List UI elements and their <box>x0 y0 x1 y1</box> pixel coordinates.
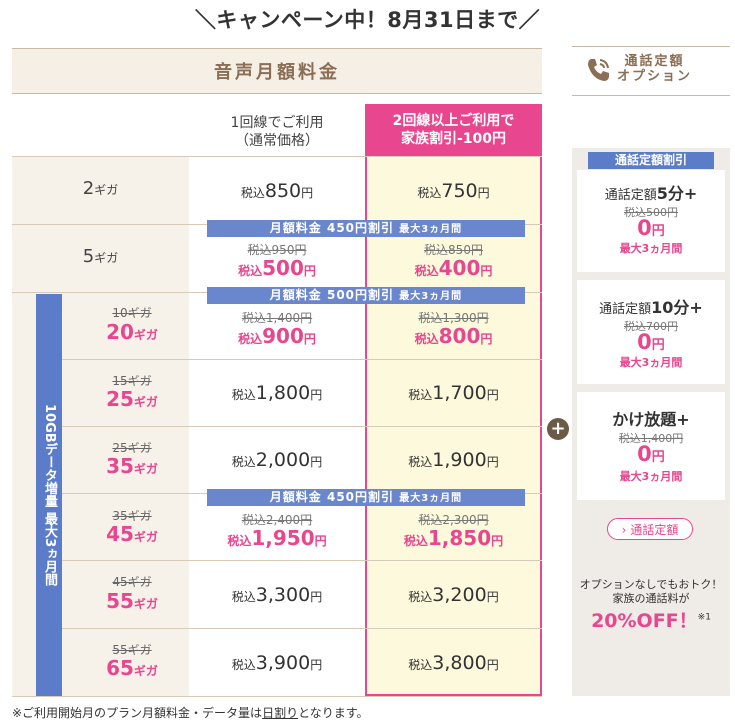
phone-icon <box>588 59 609 81</box>
single-price-65gb: 税込3,900円 <box>231 652 323 674</box>
plan-20gb-label: 20ギガ <box>106 320 158 344</box>
option-header <box>572 46 730 96</box>
card-old-price: 税込700円 <box>624 320 678 333</box>
family-old-price-5gb: 税込850円 <box>424 243 483 257</box>
plan-45gb-label: 45ギガ <box>106 522 158 546</box>
normal-price-label: （通常価格） <box>235 133 319 149</box>
family-old-price-45gb: 税込2,300円 <box>418 513 489 527</box>
option-title: 通話定額 オプション <box>617 54 692 84</box>
chevron-right-icon: › <box>621 523 627 537</box>
card-note: 最大3ヵ月間 <box>619 356 683 369</box>
row-divider <box>62 359 542 360</box>
option-note-line1: オプションなしでもおトク！ <box>579 578 723 591</box>
family-discount-label: 家族割引-100円 <box>400 131 507 147</box>
option-card-unlimited: かけ放題+ 税込1,400円 0円 最大3ヵ月間 <box>577 392 725 500</box>
option-card-10min: 通話定額10分+ 税込700円 0円 最大3ヵ月間 <box>577 280 725 384</box>
single-old-price-5gb: 税込950円 <box>247 243 307 257</box>
footnote-text-end: となります。 <box>298 706 369 720</box>
old-gb-35: 25ギガ <box>112 441 152 455</box>
discount-banner-45gb: 月額料金 450円割引 最大3ヵ月間 <box>207 489 525 506</box>
family-price-65gb: 税込3,800円 <box>408 652 499 674</box>
single-price-55gb: 税込3,300円 <box>231 584 323 606</box>
old-gb-20: 10ギガ <box>112 306 152 320</box>
card-title: 通話定額5分+ <box>604 184 698 203</box>
call-option-button[interactable]: › 通話定額 <box>607 518 693 540</box>
old-gb-55: 45ギガ <box>112 575 152 589</box>
card-title: かけ放題+ <box>612 410 690 429</box>
single-price-2gb: 税込850円 <box>240 180 314 202</box>
single-old-price-45gb: 税込2,400円 <box>241 513 313 527</box>
family-line-label: 2回線以上ご利用で <box>392 113 515 129</box>
old-gb-45: 35ギガ <box>112 509 152 523</box>
family-old-price-20gb: 税込1,300円 <box>418 311 489 325</box>
single-price-5gb: 税込500円 <box>238 256 316 280</box>
row-divider <box>12 156 542 157</box>
footnote-text: ※ご利用開始月のプラン月額料金・データ量は <box>12 706 263 720</box>
single-old-price-20gb: 税込1,400円 <box>241 311 313 325</box>
data-boost-vertical-label: 10GBデータ増量 最大3ヵ月間 <box>36 294 62 696</box>
discount-banner-20gb: 月額料金 500円割引 最大3ヵ月間 <box>207 287 525 304</box>
family-price-5gb: 税込400円 <box>414 256 493 280</box>
single-price-45gb: 税込1,950円 <box>227 526 327 550</box>
plus-icon: + <box>547 418 569 440</box>
plan-5gb-label: 5ギガ <box>82 246 119 267</box>
old-gb-25: 15ギガ <box>112 374 152 388</box>
family-price-55gb: 税込3,200円 <box>408 584 499 606</box>
price-header-band <box>12 48 542 94</box>
option-note: オプションなしでもおトク！ 家族の通話料が <box>572 578 730 606</box>
option-note-line2: 家族の通話料が <box>612 592 690 605</box>
card-note: 最大3ヵ月間 <box>619 242 683 255</box>
family-discount-column-header: 2回線以上ご利用で 家族割引-100円 <box>365 104 542 156</box>
prorate-link[interactable]: 日割り <box>262 706 299 720</box>
single-price-20gb: 税込900円 <box>238 324 316 348</box>
old-gb-65: 55ギガ <box>112 643 152 657</box>
option-title-line1: 通話定額 <box>624 54 685 69</box>
footnote: ※ご利用開始月のプラン月額料金・データ量は日割りとなります。 <box>12 704 369 721</box>
single-price-25gb: 税込1,800円 <box>231 382 323 404</box>
card-note: 最大3ヵ月間 <box>619 470 683 483</box>
row-divider <box>62 426 542 427</box>
family-price-35gb: 税込1,900円 <box>408 449 499 471</box>
card-price: 0円 <box>637 330 665 354</box>
card-old-price: 税込500円 <box>624 206 678 219</box>
row-divider <box>12 696 542 697</box>
card-old-price: 税込1,400円 <box>618 432 684 445</box>
campaign-banner: ＼キャンペーン中！8月31日まで／ <box>194 8 541 32</box>
single-price-35gb: 税込2,000円 <box>231 449 323 471</box>
plan-25gb-label: 25ギガ <box>106 387 158 411</box>
price-header-title: 音声月額料金 <box>214 62 340 83</box>
family-price-20gb: 税込800円 <box>414 324 493 348</box>
plan-2gb-label: 2ギガ <box>82 178 119 199</box>
single-line-label: 1回線でご利用 <box>230 115 324 131</box>
row-divider <box>62 560 542 561</box>
family-price-2gb: 税込750円 <box>417 180 490 202</box>
call-option-button-label: 通話定額 <box>630 523 679 537</box>
plan-55gb-label: 55ギガ <box>106 589 158 613</box>
family-price-45gb: 税込1,850円 <box>403 526 504 550</box>
card-title: 通話定額10分+ <box>599 298 703 317</box>
option-card-5min: 通話定額5分+ 税込500円 0円 最大3ヵ月間 <box>577 170 725 272</box>
row-divider <box>62 628 542 629</box>
card-price: 0円 <box>637 216 665 240</box>
card-price: 0円 <box>637 442 665 466</box>
option-discount-highlight: 20%OFF！※1 <box>591 610 711 632</box>
single-line-column-header: 1回線でご利用 （通常価格） <box>189 114 365 150</box>
plan-35gb-label: 35ギガ <box>106 454 158 478</box>
family-price-25gb: 税込1,700円 <box>408 382 499 404</box>
plan-65gb-label: 65ギガ <box>106 656 158 680</box>
option-discount-tag: 通話定額割引 <box>588 152 714 169</box>
discount-banner-5gb: 月額料金 450円割引 最大3ヵ月間 <box>207 220 525 237</box>
option-title-line2: オプション <box>617 69 693 84</box>
